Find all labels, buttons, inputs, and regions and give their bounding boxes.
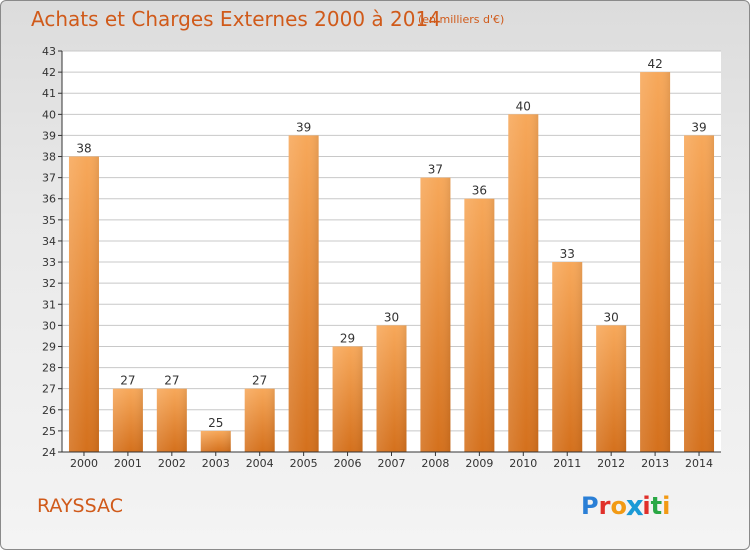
data-label: 37 xyxy=(428,163,443,177)
data-label: 27 xyxy=(164,374,179,388)
bars-group: 38 27 27 25 27 39 29 30 37 36 40 33 30 42 39 xyxy=(68,57,715,453)
y-tick-label: 28 xyxy=(42,362,56,375)
proxiti-logo: Proxiti xyxy=(581,489,671,523)
data-label: 25 xyxy=(208,416,223,430)
y-tick-label: 27 xyxy=(42,383,56,396)
bar-shade xyxy=(200,430,231,452)
logo-letter: i xyxy=(662,492,671,520)
data-label: 38 xyxy=(76,142,91,156)
data-label: 40 xyxy=(516,99,531,113)
data-label: 29 xyxy=(340,331,355,345)
y-tick-label: 33 xyxy=(42,256,56,269)
x-tick-label: 2006 xyxy=(334,457,362,470)
y-tick-label: 31 xyxy=(42,298,56,311)
logo-letter: o xyxy=(610,492,627,520)
logo-letter: P xyxy=(581,492,599,520)
y-tick-label: 29 xyxy=(42,340,56,353)
bar-shade xyxy=(68,156,99,453)
y-tick-label: 32 xyxy=(42,277,56,290)
bar-shade xyxy=(640,72,671,453)
data-label: 36 xyxy=(472,184,487,198)
bar-shade xyxy=(288,135,319,452)
y-tick-label: 37 xyxy=(42,172,56,185)
data-label: 30 xyxy=(604,310,619,324)
bar-shade xyxy=(464,198,495,452)
x-tick-label: 2001 xyxy=(114,457,142,470)
y-tick-label: 34 xyxy=(42,235,56,248)
x-tick-label: 2007 xyxy=(378,457,406,470)
x-tick-label: 2004 xyxy=(246,457,274,470)
y-tick-label: 41 xyxy=(42,87,56,100)
logo-letter: i xyxy=(642,492,651,520)
y-tick-label: 43 xyxy=(42,45,56,58)
axes-group: 24 25 26 27 28 29 30 31 32 33 34 35 36 37 38 39 40 41 42 43… xyxy=(42,45,721,470)
data-label: 42 xyxy=(647,57,662,71)
x-tick-label: 2000 xyxy=(70,457,98,470)
y-tick-label: 40 xyxy=(42,108,56,121)
data-label: 27 xyxy=(120,374,135,388)
logo-letter: t xyxy=(650,492,663,520)
data-label: 39 xyxy=(296,120,311,134)
bar-shade xyxy=(508,114,539,452)
y-tick-label: 42 xyxy=(42,66,56,79)
commune-name: RAYSSAC xyxy=(37,495,123,517)
y-tick-label: 36 xyxy=(42,193,56,206)
x-tick-label: 2013 xyxy=(641,457,669,470)
y-tick-label: 25 xyxy=(42,425,56,438)
y-tick-label: 24 xyxy=(42,446,56,459)
x-tick-label: 2012 xyxy=(597,457,625,470)
chart-unit-note: (en milliers d'€) xyxy=(418,13,505,26)
bar-shade xyxy=(376,325,407,452)
y-tick-label: 35 xyxy=(42,214,56,227)
x-tick-label: 2002 xyxy=(158,457,186,470)
x-tick-label: 2011 xyxy=(553,457,581,470)
bar-shade xyxy=(332,346,363,452)
bar-shade xyxy=(156,388,187,452)
data-label: 39 xyxy=(691,120,706,134)
x-tick-label: 2008 xyxy=(421,457,449,470)
data-label: 33 xyxy=(560,247,575,261)
data-label: 27 xyxy=(252,374,267,388)
x-tick-label: 2009 xyxy=(465,457,493,470)
bar-shade xyxy=(684,135,715,452)
data-label: 30 xyxy=(384,310,399,324)
x-tick-label: 2010 xyxy=(509,457,537,470)
logo-letter: r xyxy=(598,492,611,520)
bar-shade xyxy=(552,262,583,452)
x-tick-label: 2005 xyxy=(290,457,318,470)
y-tick-label: 39 xyxy=(42,129,56,142)
logo-letter: x xyxy=(625,489,644,523)
bar-shade xyxy=(112,388,143,452)
y-tick-label: 30 xyxy=(42,319,56,332)
y-tick-label: 26 xyxy=(42,404,56,417)
y-tick-label: 38 xyxy=(42,151,56,164)
x-tick-label: 2014 xyxy=(685,457,713,470)
bar-shade xyxy=(596,325,627,452)
bar-shade xyxy=(420,177,451,452)
x-tick-label: 2003 xyxy=(202,457,230,470)
chart-title: Achats et Charges Externes 2000 à 2014 xyxy=(31,7,441,31)
bar-shade xyxy=(244,388,275,452)
